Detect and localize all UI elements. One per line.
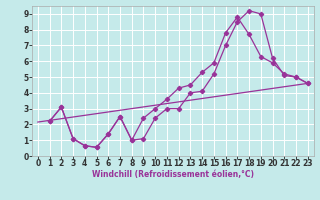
X-axis label: Windchill (Refroidissement éolien,°C): Windchill (Refroidissement éolien,°C) bbox=[92, 170, 254, 179]
